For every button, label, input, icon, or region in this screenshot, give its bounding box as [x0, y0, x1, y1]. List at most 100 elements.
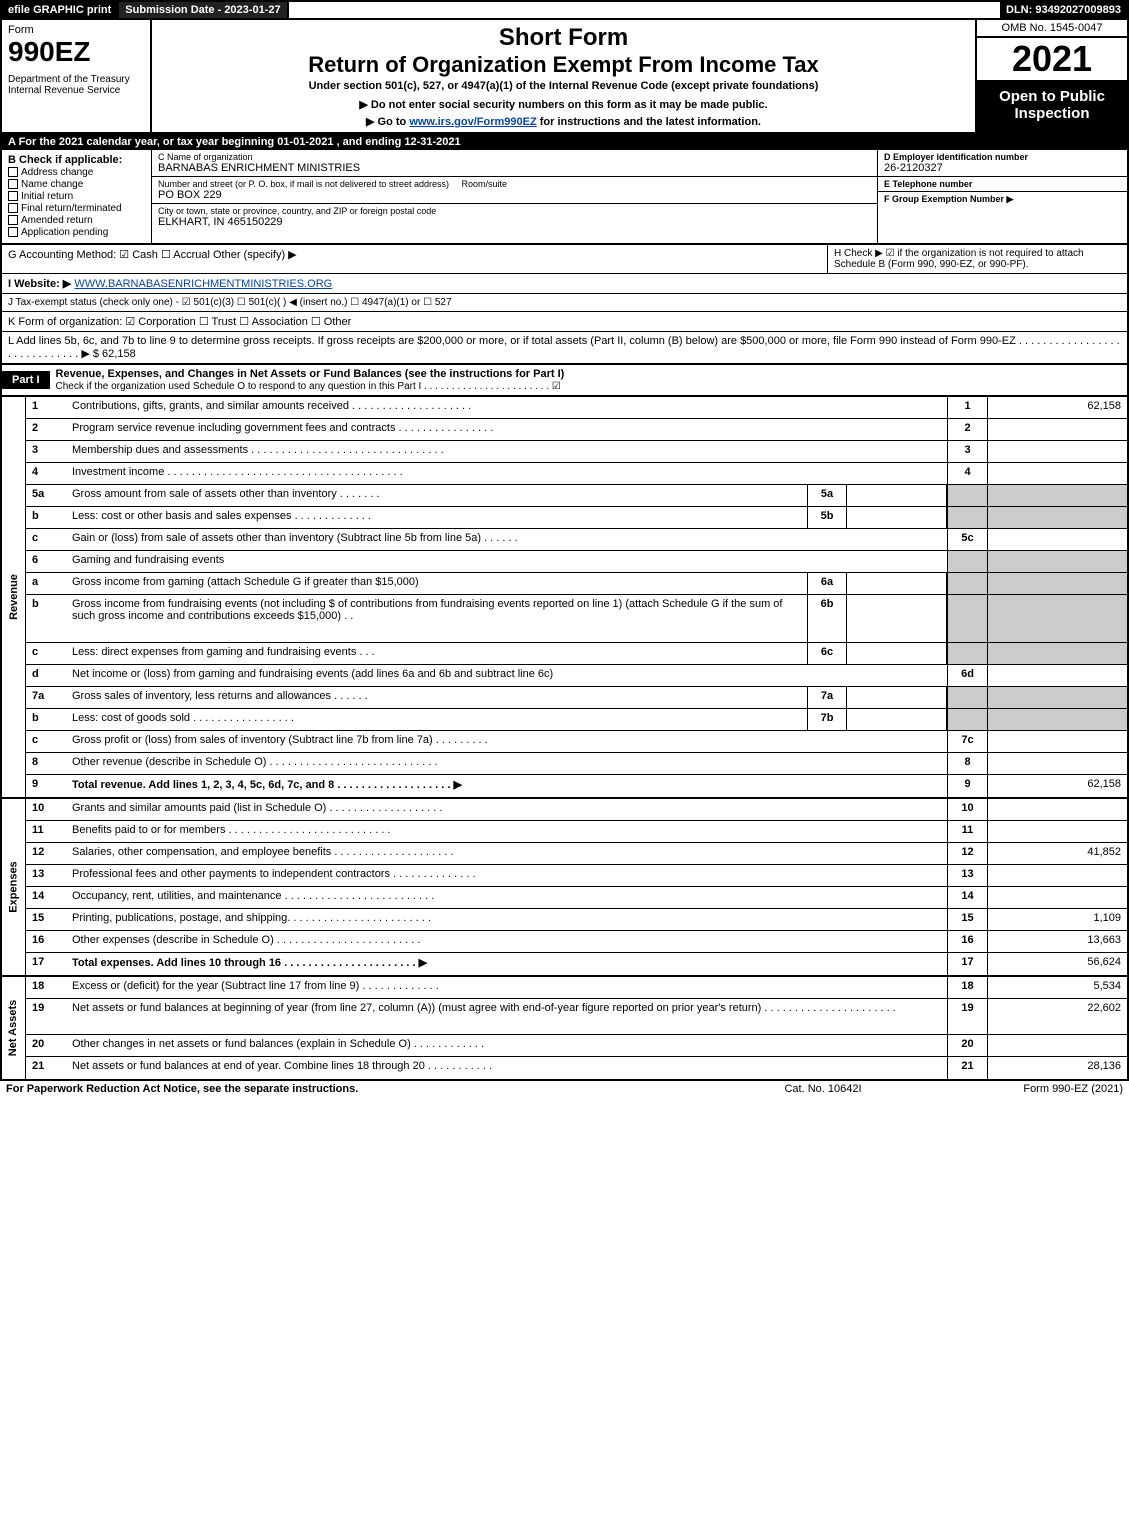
line-10: 10Grants and similar amounts paid (list …	[26, 799, 1127, 821]
line-5b: bLess: cost or other basis and sales exp…	[26, 507, 1127, 529]
section-def: D Employer identification number 26-2120…	[877, 150, 1127, 243]
org-name-block: C Name of organization BARNABAS ENRICHME…	[152, 150, 877, 177]
line-16: 16Other expenses (describe in Schedule O…	[26, 931, 1127, 953]
section-k: K Form of organization: ☑ Corporation ☐ …	[0, 312, 1129, 332]
line-12: 12Salaries, other compensation, and empl…	[26, 843, 1127, 865]
line-7b: bLess: cost of goods sold . . . . . . . …	[26, 709, 1127, 731]
page-footer: For Paperwork Reduction Act Notice, see …	[0, 1081, 1129, 1097]
netassets-side-label: Net Assets	[2, 977, 26, 1079]
section-a: A For the 2021 calendar year, or tax yea…	[0, 134, 1129, 150]
section-j: J Tax-exempt status (check only one) - ☑…	[0, 294, 1129, 312]
city: ELKHART, IN 465150229	[158, 216, 871, 228]
line-7a: 7aGross sales of inventory, less returns…	[26, 687, 1127, 709]
section-g: G Accounting Method: ☑ Cash ☐ Accrual Ot…	[2, 245, 827, 273]
top-filler	[289, 2, 1000, 18]
line-5c: cGain or (loss) from sale of assets othe…	[26, 529, 1127, 551]
section-l: L Add lines 5b, 6c, and 7b to line 9 to …	[0, 332, 1129, 365]
line-6: 6Gaming and fundraising events	[26, 551, 1127, 573]
line-6b: bGross income from fundraising events (n…	[26, 595, 1127, 643]
line-18: 18Excess or (deficit) for the year (Subt…	[26, 977, 1127, 999]
line-6c: cLess: direct expenses from gaming and f…	[26, 643, 1127, 665]
header-left: Form 990EZ Department of the Treasury In…	[2, 20, 152, 132]
part1-title: Revenue, Expenses, and Changes in Net As…	[50, 365, 1127, 395]
open-inspection: Open to Public Inspection	[977, 82, 1127, 132]
line-14: 14Occupancy, rent, utilities, and mainte…	[26, 887, 1127, 909]
part1-sub: Check if the organization used Schedule …	[56, 381, 561, 392]
goto-line: ▶ Go to www.irs.gov/Form990EZ for instru…	[156, 115, 971, 128]
street: PO BOX 229	[158, 189, 871, 201]
city-block: City or town, state or province, country…	[152, 204, 877, 230]
title-short: Short Form	[156, 24, 971, 52]
dln: DLN: 93492027009893	[1000, 2, 1127, 18]
tax-year: 2021	[977, 38, 1127, 82]
chk-final-return[interactable]: Final return/terminated	[8, 203, 145, 214]
expenses-side-label: Expenses	[2, 799, 26, 975]
dept-treasury: Department of the Treasury Internal Reve…	[8, 74, 144, 96]
phone-block: E Telephone number	[878, 177, 1127, 192]
footer-mid: Cat. No. 10642I	[723, 1083, 923, 1095]
efile-label[interactable]: efile GRAPHIC print	[2, 2, 119, 18]
line-15: 15Printing, publications, postage, and s…	[26, 909, 1127, 931]
street-label: Number and street (or P. O. box, if mail…	[158, 179, 871, 189]
line-2: 2Program service revenue including gover…	[26, 419, 1127, 441]
group-exemption-label: F Group Exemption Number ▶	[884, 194, 1121, 205]
ein-label: D Employer identification number	[884, 152, 1121, 162]
chk-initial-return[interactable]: Initial return	[8, 191, 145, 202]
section-b: B Check if applicable: Address change Na…	[2, 150, 152, 243]
part1-tag: Part I	[2, 371, 50, 389]
omb-number: OMB No. 1545-0047	[977, 20, 1127, 38]
line-11: 11Benefits paid to or for members . . . …	[26, 821, 1127, 843]
submission-date: Submission Date - 2023-01-27	[119, 2, 288, 18]
line-4: 4Investment income . . . . . . . . . . .…	[26, 463, 1127, 485]
revenue-table: Revenue 1Contributions, gifts, grants, a…	[0, 397, 1129, 799]
phone-label: E Telephone number	[884, 179, 1121, 189]
chk-application-pending[interactable]: Application pending	[8, 227, 145, 238]
line-13: 13Professional fees and other payments t…	[26, 865, 1127, 887]
chk-name-change[interactable]: Name change	[8, 179, 145, 190]
section-h: H Check ▶ ☑ if the organization is not r…	[827, 245, 1127, 273]
no-ssn-warning: ▶ Do not enter social security numbers o…	[156, 98, 971, 111]
info-block: B Check if applicable: Address change Na…	[0, 150, 1129, 245]
line-20: 20Other changes in net assets or fund ba…	[26, 1035, 1127, 1057]
website-link[interactable]: WWW.BARNABASENRICHMENTMINISTRIES.ORG	[74, 278, 332, 290]
ein-block: D Employer identification number 26-2120…	[878, 150, 1127, 177]
footer-left: For Paperwork Reduction Act Notice, see …	[6, 1083, 723, 1095]
ein-value: 26-2120327	[884, 162, 1121, 174]
street-block: Number and street (or P. O. box, if mail…	[152, 177, 877, 204]
form-header: Form 990EZ Department of the Treasury In…	[0, 20, 1129, 134]
line-6a: aGross income from gaming (attach Schedu…	[26, 573, 1127, 595]
part1-header: Part I Revenue, Expenses, and Changes in…	[0, 365, 1129, 397]
form-number: 990EZ	[8, 36, 144, 68]
form-word: Form	[8, 24, 144, 36]
org-name: BARNABAS ENRICHMENT MINISTRIES	[158, 162, 871, 174]
line-21: 21Net assets or fund balances at end of …	[26, 1057, 1127, 1079]
line-8: 8Other revenue (describe in Schedule O) …	[26, 753, 1127, 775]
org-name-label: C Name of organization	[158, 152, 871, 162]
website-label: I Website: ▶	[8, 278, 71, 290]
line-1: 1Contributions, gifts, grants, and simil…	[26, 397, 1127, 419]
chk-address-change[interactable]: Address change	[8, 167, 145, 178]
section-i: I Website: ▶ WWW.BARNABASENRICHMENTMINIS…	[0, 274, 1129, 294]
header-center: Short Form Return of Organization Exempt…	[152, 20, 977, 132]
goto-post: for instructions and the latest informat…	[537, 116, 761, 128]
top-bar: efile GRAPHIC print Submission Date - 20…	[0, 0, 1129, 20]
netassets-table: Net Assets 18Excess or (deficit) for the…	[0, 977, 1129, 1081]
title-return: Return of Organization Exempt From Incom…	[156, 52, 971, 78]
revenue-side-label: Revenue	[2, 397, 26, 797]
line-9: 9Total revenue. Add lines 1, 2, 3, 4, 5c…	[26, 775, 1127, 797]
footer-right: Form 990-EZ (2021)	[923, 1083, 1123, 1095]
line-6d: dNet income or (loss) from gaming and fu…	[26, 665, 1127, 687]
title-under: Under section 501(c), 527, or 4947(a)(1)…	[156, 80, 971, 92]
line-17: 17Total expenses. Add lines 10 through 1…	[26, 953, 1127, 975]
header-right: OMB No. 1545-0047 2021 Open to Public In…	[977, 20, 1127, 132]
chk-amended-return[interactable]: Amended return	[8, 215, 145, 226]
section-b-hdr: B Check if applicable:	[8, 154, 145, 166]
line-19: 19Net assets or fund balances at beginni…	[26, 999, 1127, 1035]
group-exemption-block: F Group Exemption Number ▶	[878, 192, 1127, 243]
goto-link[interactable]: www.irs.gov/Form990EZ	[409, 116, 536, 128]
line-3: 3Membership dues and assessments . . . .…	[26, 441, 1127, 463]
city-label: City or town, state or province, country…	[158, 206, 871, 216]
expenses-table: Expenses 10Grants and similar amounts pa…	[0, 799, 1129, 977]
line-5a: 5aGross amount from sale of assets other…	[26, 485, 1127, 507]
section-c: C Name of organization BARNABAS ENRICHME…	[152, 150, 877, 243]
